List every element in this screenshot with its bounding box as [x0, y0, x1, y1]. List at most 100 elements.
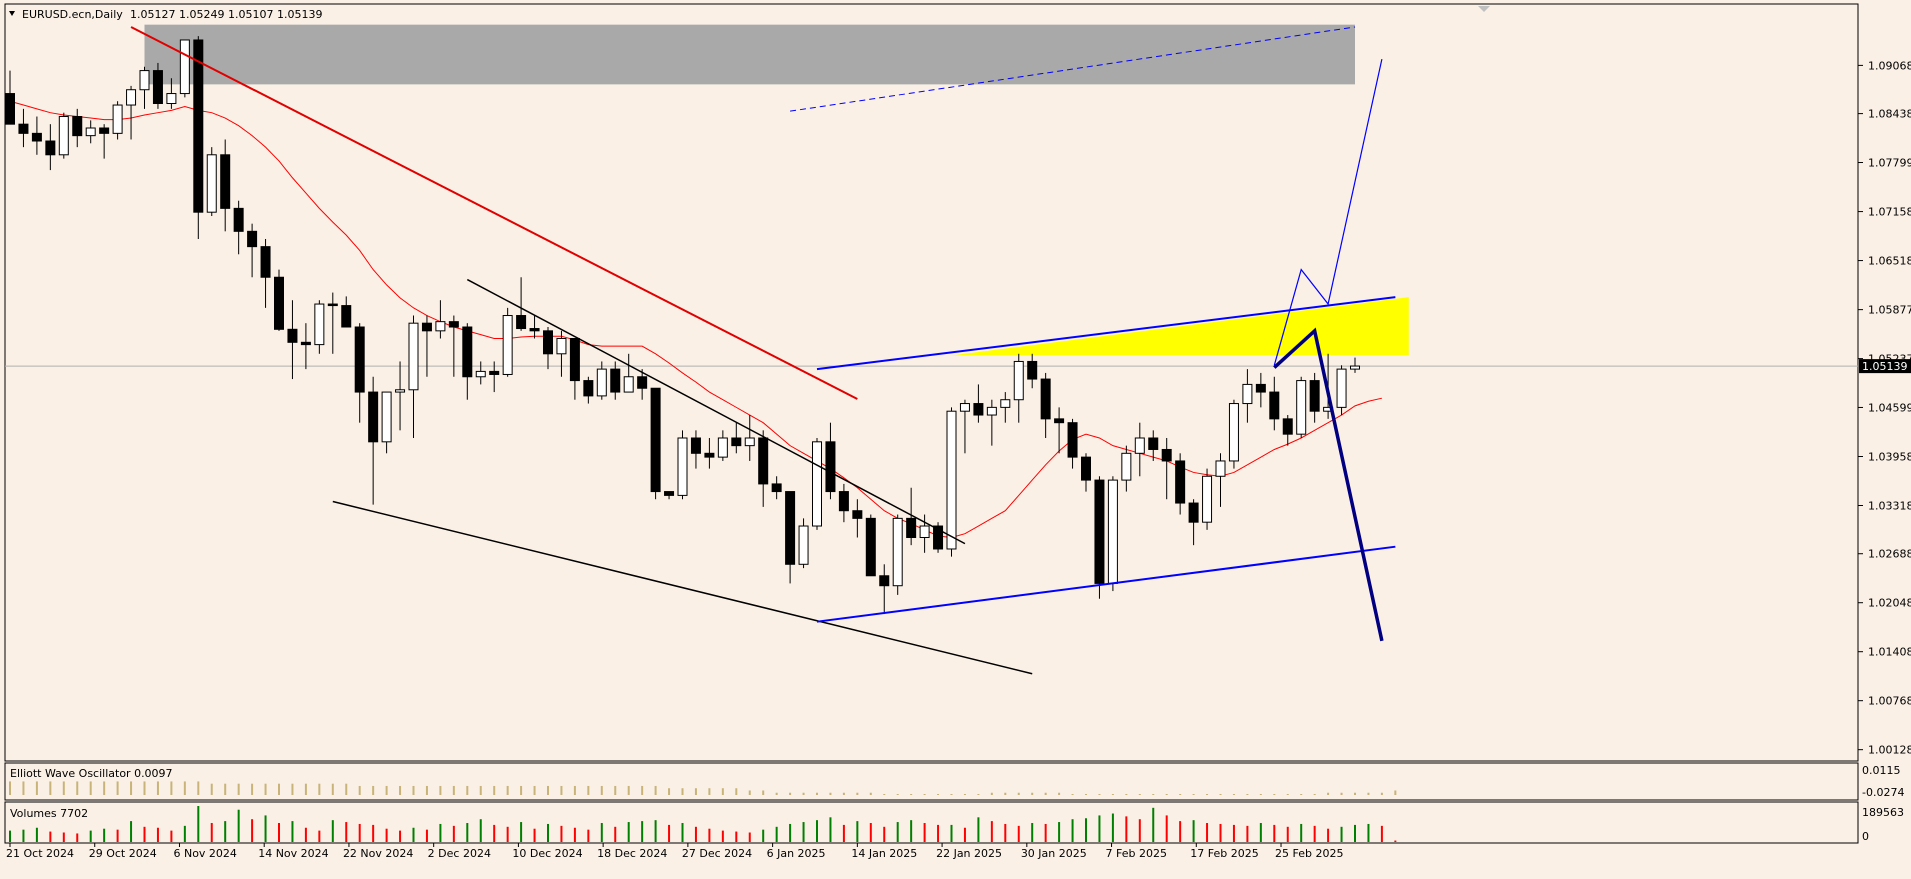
candle-body: [300, 341, 311, 346]
candle: [906, 487, 917, 546]
volume-bar: [587, 829, 590, 842]
candle-body: [179, 39, 190, 95]
volume-bar: [1192, 820, 1195, 842]
candle-body: [543, 330, 553, 355]
candle-body: [1188, 502, 1199, 523]
candle: [58, 112, 69, 159]
candle: [610, 361, 621, 400]
volume-bar: [883, 826, 886, 842]
candle-body: [220, 154, 231, 209]
price-tick-label: 1.08438: [1868, 108, 1911, 121]
date-tick-label: 22 Jan 2025: [936, 847, 1002, 860]
candle-body: [1350, 365, 1360, 370]
date-tick-label: 30 Jan 2025: [1021, 847, 1087, 860]
volume-bar: [842, 824, 845, 842]
oscillator-bar: [896, 794, 899, 795]
oscillator-bar: [816, 792, 818, 795]
oscillator-bar: [372, 785, 375, 795]
candle-body: [341, 305, 352, 328]
candle: [946, 407, 957, 557]
candle: [973, 384, 984, 423]
candle-body: [1161, 448, 1172, 462]
volume-bar: [520, 822, 523, 842]
volume-bar: [1219, 823, 1222, 842]
oscillator-bar: [668, 788, 671, 795]
candle-body: [395, 389, 406, 393]
volume-bar: [1098, 815, 1101, 842]
candle-body: [664, 491, 675, 496]
candle-body: [596, 368, 607, 397]
oscillator-bar: [1367, 792, 1370, 795]
candle-body: [1081, 456, 1091, 481]
oscillator-bar: [1152, 794, 1155, 795]
volume-bar: [1246, 825, 1249, 842]
candle: [664, 491, 675, 500]
oscillator-bar: [1394, 790, 1397, 795]
oscillator-bar: [76, 781, 79, 795]
candle-body: [569, 337, 580, 382]
candle: [852, 499, 863, 538]
candle: [1013, 353, 1024, 423]
candle: [959, 399, 970, 454]
oscillator-tick-label: 0.0115: [1862, 764, 1901, 777]
oscillator-bar: [641, 785, 644, 795]
oscillator-bar: [627, 785, 630, 795]
volume-bar: [89, 830, 92, 842]
volume-bar: [1031, 823, 1034, 842]
oscillator-bar: [963, 794, 966, 795]
volume-bar: [439, 823, 442, 842]
candle-body: [287, 328, 298, 343]
oscillator-bar: [1313, 794, 1316, 795]
oscillator-bar: [35, 781, 38, 795]
candle-body: [1000, 399, 1011, 408]
oscillator-bar: [1259, 794, 1262, 795]
price-tick-label: 1.00768: [1868, 695, 1911, 708]
candle-body: [5, 93, 15, 125]
oscillator-bar: [842, 792, 845, 795]
price-tick-label: 1.07158: [1868, 206, 1911, 219]
candle: [1054, 407, 1065, 454]
oscillator-axis: 0.0115 -0.0274: [1862, 764, 1904, 799]
price-tick-label: 1.00128: [1868, 744, 1911, 757]
candle-body: [327, 303, 338, 307]
chevron-down-icon[interactable]: [9, 11, 15, 16]
candle-body: [812, 441, 822, 527]
candle: [543, 327, 553, 370]
candle: [879, 564, 890, 615]
candle-body: [637, 376, 648, 389]
candle-body: [421, 322, 432, 332]
volume-bar: [1394, 840, 1397, 842]
price-tick-label: 1.02048: [1868, 597, 1911, 610]
volume-bar: [910, 820, 913, 842]
candle: [341, 296, 352, 328]
candle: [1215, 453, 1226, 507]
volume-bar: [452, 825, 455, 842]
volume-bar: [963, 827, 966, 842]
volume-bar: [762, 829, 765, 842]
candle: [206, 147, 217, 217]
oscillator-bar: [520, 785, 523, 795]
volume-bar: [143, 826, 146, 842]
candle: [690, 430, 701, 469]
oscillator-bar: [1206, 794, 1209, 795]
oscillator-bar: [452, 785, 455, 795]
candle-body: [462, 326, 473, 378]
volume-bar: [1313, 825, 1316, 842]
volume-bar: [358, 823, 361, 842]
candle: [1081, 453, 1091, 492]
candle-body: [126, 89, 137, 106]
volume-bar: [1206, 823, 1209, 842]
volume-bar: [251, 819, 254, 842]
oscillator-bar: [210, 783, 213, 795]
volume-bar: [264, 815, 267, 842]
scroll-marker-icon[interactable]: [1478, 6, 1490, 12]
candle: [395, 361, 406, 431]
volume-bar: [197, 806, 200, 842]
candle: [152, 62, 163, 109]
resistance-zone: [144, 24, 1355, 85]
date-tick-label: 14 Nov 2024: [258, 847, 328, 860]
date-tick-label: 7 Feb 2025: [1106, 847, 1167, 860]
oscillator-bar: [1354, 792, 1356, 795]
